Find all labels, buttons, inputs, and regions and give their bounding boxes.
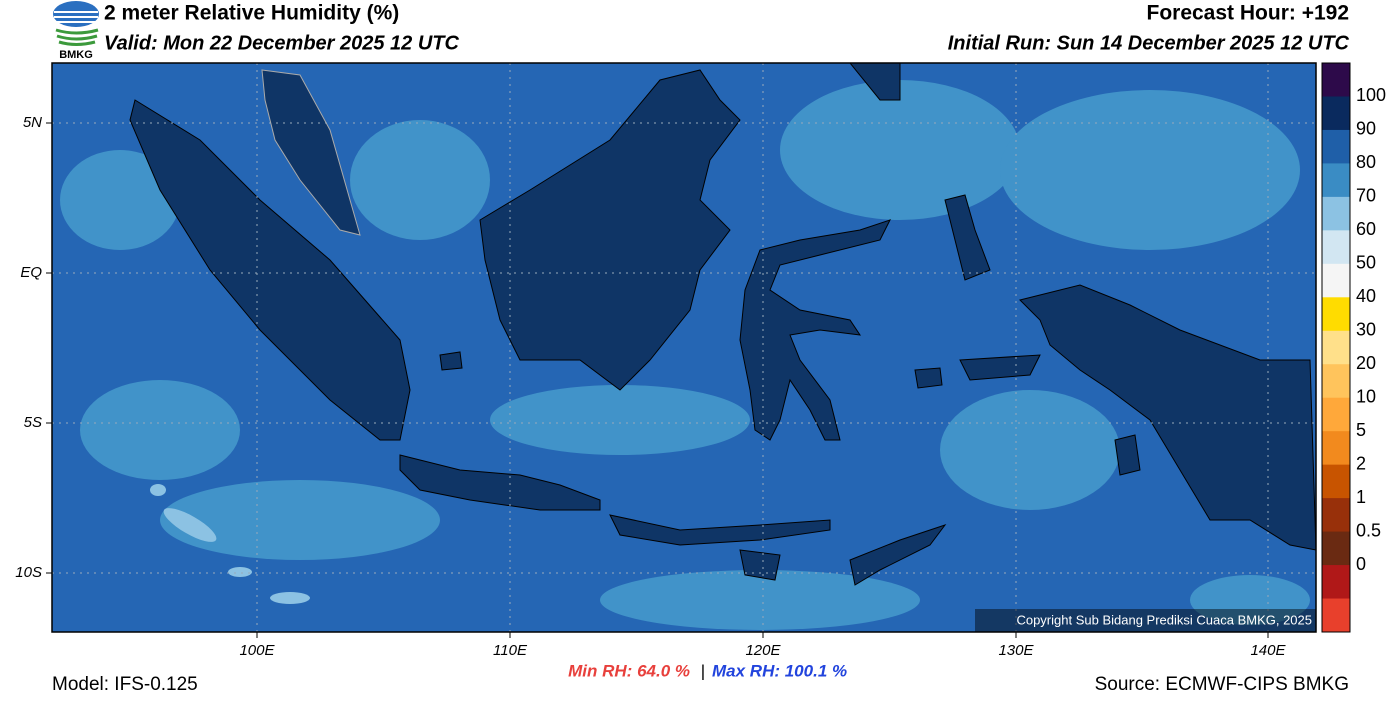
colorbar-label: 80 — [1356, 152, 1376, 172]
colorbar-label: 100 — [1356, 85, 1386, 105]
colorbar-label: 20 — [1356, 353, 1376, 373]
separator: | — [701, 661, 705, 680]
colorbar: 100 90 80 70 60 50 40 30 20 10 5 2 1 0.5 0 — [1321, 62, 1386, 633]
colorbar-segment — [1322, 531, 1350, 566]
colorbar-segment — [1322, 297, 1350, 332]
map: Copyright Sub Bidang Prediksi Cuaca BMKG… — [52, 63, 1316, 632]
colorbar-segment — [1322, 163, 1350, 198]
colorbar-label: 40 — [1356, 286, 1376, 306]
colorbar-segment — [1322, 431, 1350, 466]
land — [129, 63, 1316, 586]
colorbar-label: 90 — [1356, 119, 1376, 139]
max-rh: Max RH: 100.1 % — [712, 661, 847, 680]
map-frame — [51, 62, 1317, 633]
initial-run: Initial Run: Sun 14 December 2025 12 UTC — [948, 32, 1350, 54]
colorbar-segment — [1322, 230, 1350, 265]
colorbar-label: 10 — [1356, 386, 1376, 406]
colorbar-label: 5 — [1356, 420, 1366, 440]
humidity-60-70 — [150, 484, 310, 604]
lat-label: 5S — [24, 414, 42, 431]
colorbar-segment — [1322, 63, 1350, 97]
lon-label: 140E — [1250, 642, 1286, 659]
colorbar-segment — [1322, 565, 1350, 600]
lat-label: 10S — [15, 564, 42, 581]
copyright: Copyright Sub Bidang Prediksi Cuaca BMKG… — [1016, 612, 1312, 627]
graticule — [52, 63, 1316, 632]
colorbar-segment — [1322, 330, 1350, 365]
colorbar-segment — [1322, 464, 1350, 499]
colorbar-segment — [1322, 196, 1350, 231]
colorbar-segment — [1322, 129, 1350, 164]
colorbar-label: 2 — [1356, 453, 1366, 473]
colorbar-label: 30 — [1356, 320, 1376, 340]
source: Source: ECMWF-CIPS BMKG — [1095, 674, 1349, 695]
lon-label: 120E — [745, 642, 781, 659]
model: Model: IFS-0.125 — [52, 674, 198, 695]
title: 2 meter Relative Humidity (%) — [104, 2, 399, 25]
lon-label: 110E — [493, 642, 528, 659]
colorbar-label: 50 — [1356, 253, 1376, 273]
axes: 5N EQ 5S 10S 100E 110E 120E 130E 140E — [15, 114, 1286, 659]
colorbar-label: 70 — [1356, 186, 1376, 206]
colorbar-segment — [1322, 598, 1350, 633]
forecast-hour: Forecast Hour: +192 — [1147, 2, 1350, 25]
min-rh: Min RH: 64.0 % — [568, 661, 690, 680]
colorbar-label: 0.5 — [1356, 520, 1381, 540]
colorbar-segment — [1322, 263, 1350, 298]
lat-label: 5N — [23, 114, 42, 131]
colorbar-segment — [1322, 397, 1350, 432]
colorbar-label: 1 — [1356, 487, 1366, 507]
logo-text: BMKG — [59, 49, 93, 61]
colorbar-segment — [1322, 364, 1350, 399]
colorbar-label: 0 — [1356, 554, 1366, 574]
colorbar-label: 60 — [1356, 219, 1376, 239]
colorbar-segment — [1322, 96, 1350, 131]
lat-label: EQ — [20, 264, 42, 281]
lon-label: 130E — [998, 642, 1034, 659]
lon-label: 100E — [239, 642, 275, 659]
colorbar-segment — [1322, 498, 1350, 533]
colorbar-frame — [1321, 62, 1351, 633]
bmkg-logo: BMKG — [53, 1, 99, 61]
valid-time: Valid: Mon 22 December 2025 12 UTC — [104, 32, 460, 54]
humidity-70-80 — [60, 80, 1310, 630]
